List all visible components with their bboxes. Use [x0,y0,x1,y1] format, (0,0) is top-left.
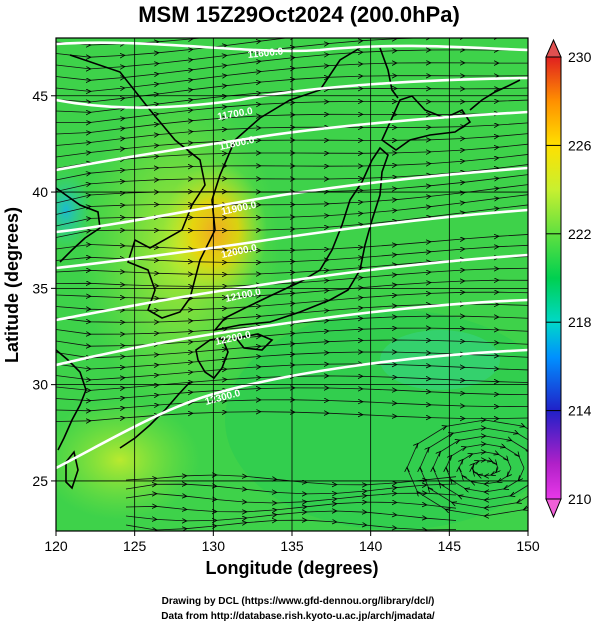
colorbar-min-triangle [545,498,562,519]
y-axis-label: Latitude (degrees) [2,207,22,363]
coast-china-west [56,187,101,263]
coast-taiwan [65,450,79,490]
x-tick-label: 120 [44,538,68,554]
streamline [56,204,528,238]
contour-line-2 [56,76,528,109]
contour-labels: 11600.0 11700.0 11800.0 11900.0 12000.0 … [204,46,284,408]
coast-korea [69,47,361,319]
colorbar-gradient [545,56,562,500]
contour-line-7 [56,298,528,367]
coast-shikoku [234,333,274,351]
contour-label: 11600.0 [247,46,284,61]
contour-line-8 [56,348,528,470]
x-axis-ticks: 120 125 130 135 140 145 150 [44,531,540,554]
contour-line-6 [56,253,528,322]
coast-kurils [469,79,521,111]
coast-sakhalin [379,47,399,99]
colorbar-tick-label: 222 [568,226,592,242]
y-tick-label: 40 [32,184,48,200]
coast-kyushu [195,337,229,380]
coast-hokkaido [380,95,472,151]
x-axis-label: Longitude (degrees) [205,558,378,578]
y-tick-label: 45 [32,88,48,104]
chart-title: MSM 15Z29Oct2024 (200.0hPa) [138,2,460,27]
lat-lon-grid [56,38,528,531]
credit-drawing: Drawing by DCL (https://www.gfd-dennou.o… [162,596,435,607]
plot-area: 11600.0 11700.0 11800.0 11900.0 12000.0 … [56,38,528,531]
colorbar-tick-label: 214 [568,403,592,419]
coast-honshu [212,146,389,332]
y-tick-label: 35 [32,280,48,296]
height-contours [56,41,528,470]
credit-data: Data from http://database.rish.kyoto-u.a… [161,611,435,622]
streamline [56,388,528,401]
streamline [125,520,457,530]
x-tick-label: 125 [123,538,147,554]
x-tick-label: 150 [516,538,540,554]
colorbar-tick-label: 230 [568,49,592,65]
streamline [407,420,528,516]
contour-line-5 [56,208,528,270]
colorbar-tick-label: 218 [568,314,592,330]
streamline [56,400,528,411]
y-axis-ticks: 25 30 35 40 45 [32,88,56,489]
colorbar-tick-label: 210 [568,491,592,507]
colorbar-max-triangle [545,38,562,58]
x-tick-label: 135 [280,538,304,554]
coast-ryukyu [119,381,191,449]
colorbar: 230 226 222 218 214 210 [545,38,592,519]
x-tick-label: 145 [438,538,462,554]
contour-line-1 [56,41,528,53]
contour-line-3 [56,110,528,172]
x-tick-label: 140 [359,538,383,554]
contour-line-4 [56,166,528,234]
y-tick-label: 25 [32,473,48,489]
x-tick-label: 130 [202,538,226,554]
y-tick-label: 30 [32,377,48,393]
colorbar-tick-label: 226 [568,137,592,153]
